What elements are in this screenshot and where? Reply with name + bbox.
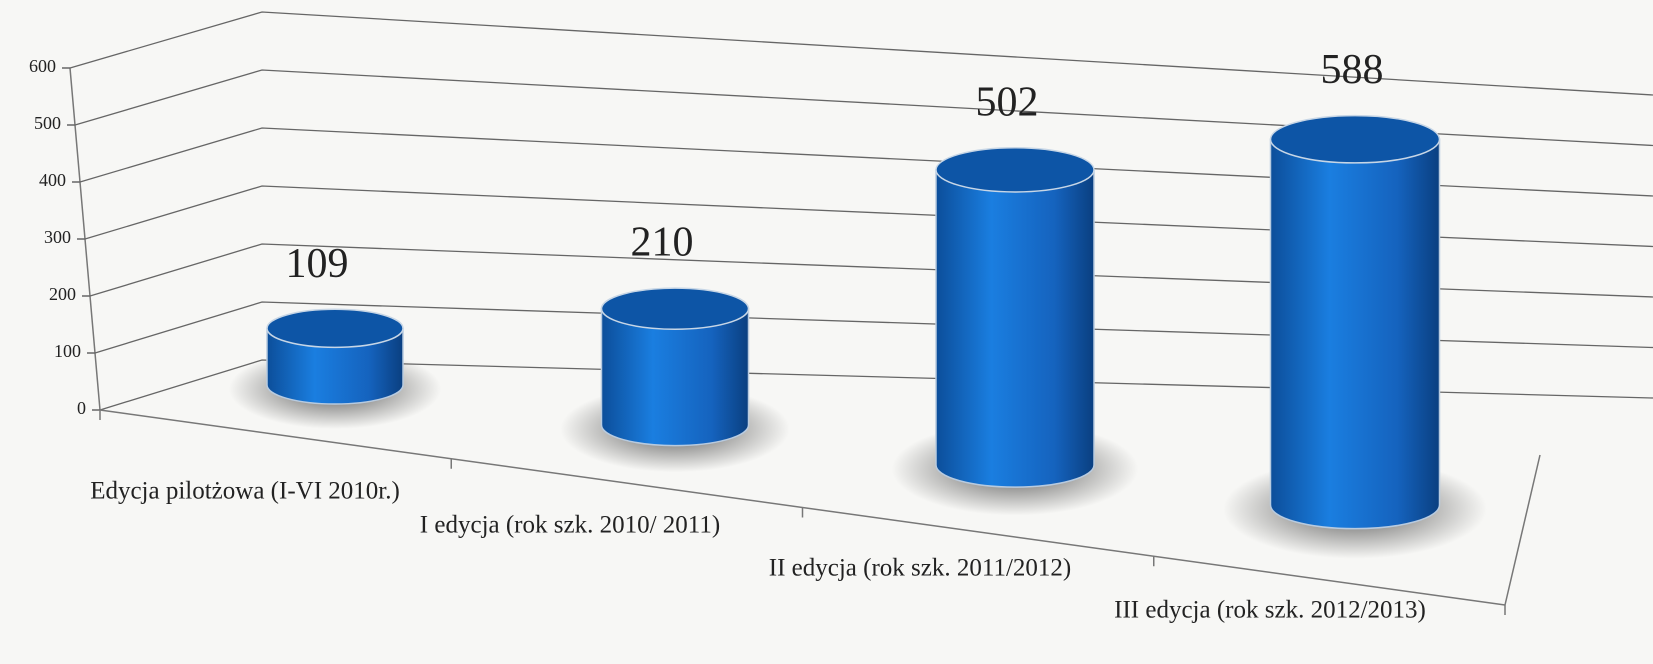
grid-line xyxy=(89,243,1653,298)
data-label: 210 xyxy=(631,220,694,266)
data-label: 588 xyxy=(1321,47,1384,93)
y-tick-label: 0 xyxy=(77,398,86,418)
bar-top xyxy=(935,146,1095,193)
grid-line xyxy=(79,127,1653,197)
y-tick-label: 100 xyxy=(54,341,81,361)
floor-edge xyxy=(1504,454,1541,606)
bar-top xyxy=(600,287,750,330)
bar xyxy=(1269,138,1441,530)
x-tick-label: III edycja (rok szk. 2012/2013) xyxy=(1114,597,1426,624)
bar xyxy=(266,327,404,405)
data-label: 109 xyxy=(286,241,349,287)
bar-top xyxy=(266,308,404,349)
grid-line xyxy=(94,301,1653,354)
x-tick-label: I edycja (rok szk. 2010/ 2011) xyxy=(420,512,720,539)
grid-line xyxy=(84,185,1653,248)
y-tick-label: 600 xyxy=(29,56,56,76)
grid-line xyxy=(74,69,1653,147)
x-tick-label: II edycja (rok szk. 2011/2012) xyxy=(769,555,1071,582)
y-tick-label: 300 xyxy=(44,227,71,247)
data-label: 502 xyxy=(976,79,1039,125)
bar-top xyxy=(1269,114,1441,164)
x-tick-label: Edycja pilotżowa (I-VI 2010r.) xyxy=(90,478,400,505)
y-tick-label: 200 xyxy=(49,284,76,304)
y-tick-label: 400 xyxy=(39,170,66,190)
bar xyxy=(935,169,1095,488)
bar xyxy=(600,307,750,447)
grid-line xyxy=(69,11,1653,96)
y-tick-label: 500 xyxy=(34,113,61,133)
